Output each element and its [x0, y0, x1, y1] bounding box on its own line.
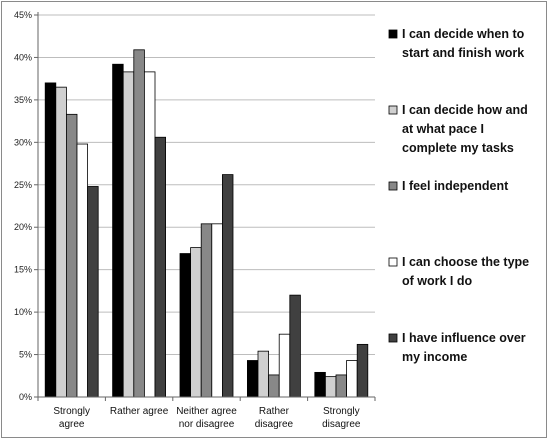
legend-label: I can decide how and [402, 103, 528, 117]
bar [154, 136, 167, 398]
bar [76, 143, 89, 398]
y-tick-label: 30% [14, 137, 32, 147]
bar [246, 360, 259, 398]
y-tick-label: 10% [14, 307, 32, 317]
bar [356, 343, 369, 398]
legend-swatch [388, 105, 398, 115]
bars [44, 49, 369, 398]
legend-label: my income [402, 350, 467, 364]
x-category-label: Rather agree [110, 406, 169, 417]
legend-label: start and finish work [402, 46, 524, 60]
x-category-label: Strongly [323, 406, 360, 417]
bar [55, 86, 67, 398]
x-category-label: Neither agree [176, 406, 237, 417]
bar [346, 360, 358, 398]
legend-swatch [388, 257, 398, 267]
x-category-label: nor disagree [179, 419, 235, 430]
bar [278, 333, 291, 398]
bar [289, 294, 301, 398]
axes [37, 12, 376, 401]
legend-label: I feel independent [402, 179, 509, 193]
bar [324, 376, 337, 398]
bar [133, 49, 145, 398]
bar [257, 350, 270, 398]
x-category-label: agree [59, 419, 85, 430]
bar [112, 63, 124, 398]
bar [335, 374, 348, 398]
legend-swatch [388, 29, 398, 39]
bar [314, 371, 326, 398]
bar [211, 223, 223, 398]
y-tick-label: 40% [14, 52, 32, 62]
y-tick-label: 35% [14, 95, 32, 105]
legend-label: I can decide when to [402, 27, 525, 41]
legend-label: I can choose the type [402, 255, 529, 269]
bar [221, 174, 234, 398]
y-tick-label: 20% [14, 222, 32, 232]
legend-label: I have influence over [402, 331, 526, 345]
y-tick-label: 45% [14, 10, 32, 20]
bar [66, 113, 78, 398]
x-category-label: Strongly [53, 406, 90, 417]
bar [200, 223, 213, 398]
x-category-label: Rather [259, 406, 290, 417]
legend-label: of work I do [402, 274, 473, 288]
y-tick-label: 15% [14, 265, 32, 275]
legend: I can decide when to start and finish wor… [388, 27, 529, 364]
legend-swatch [388, 181, 398, 191]
legend-swatch [388, 333, 398, 343]
y-tick-label: 25% [14, 180, 32, 190]
legend-label: complete my tasks [402, 141, 514, 155]
y-tick-label: 0% [19, 392, 32, 402]
bar [44, 82, 57, 398]
y-axis-tick-labels: 0% 5% 10% 15% 20% 25% 30% 35% 40% 45% [14, 10, 38, 402]
bar [122, 71, 135, 398]
y-tick-label: 5% [19, 350, 32, 360]
bar [190, 247, 202, 398]
x-axis-category-labels: Strongly agree Rather agree Neither agree no… [53, 406, 361, 430]
bar [143, 71, 156, 398]
x-category-label: disagree [322, 419, 361, 430]
bar [179, 253, 192, 398]
x-category-label: disagree [255, 419, 294, 430]
legend-label: at what pace I [402, 122, 484, 136]
bar [87, 186, 99, 398]
bar [268, 374, 280, 398]
